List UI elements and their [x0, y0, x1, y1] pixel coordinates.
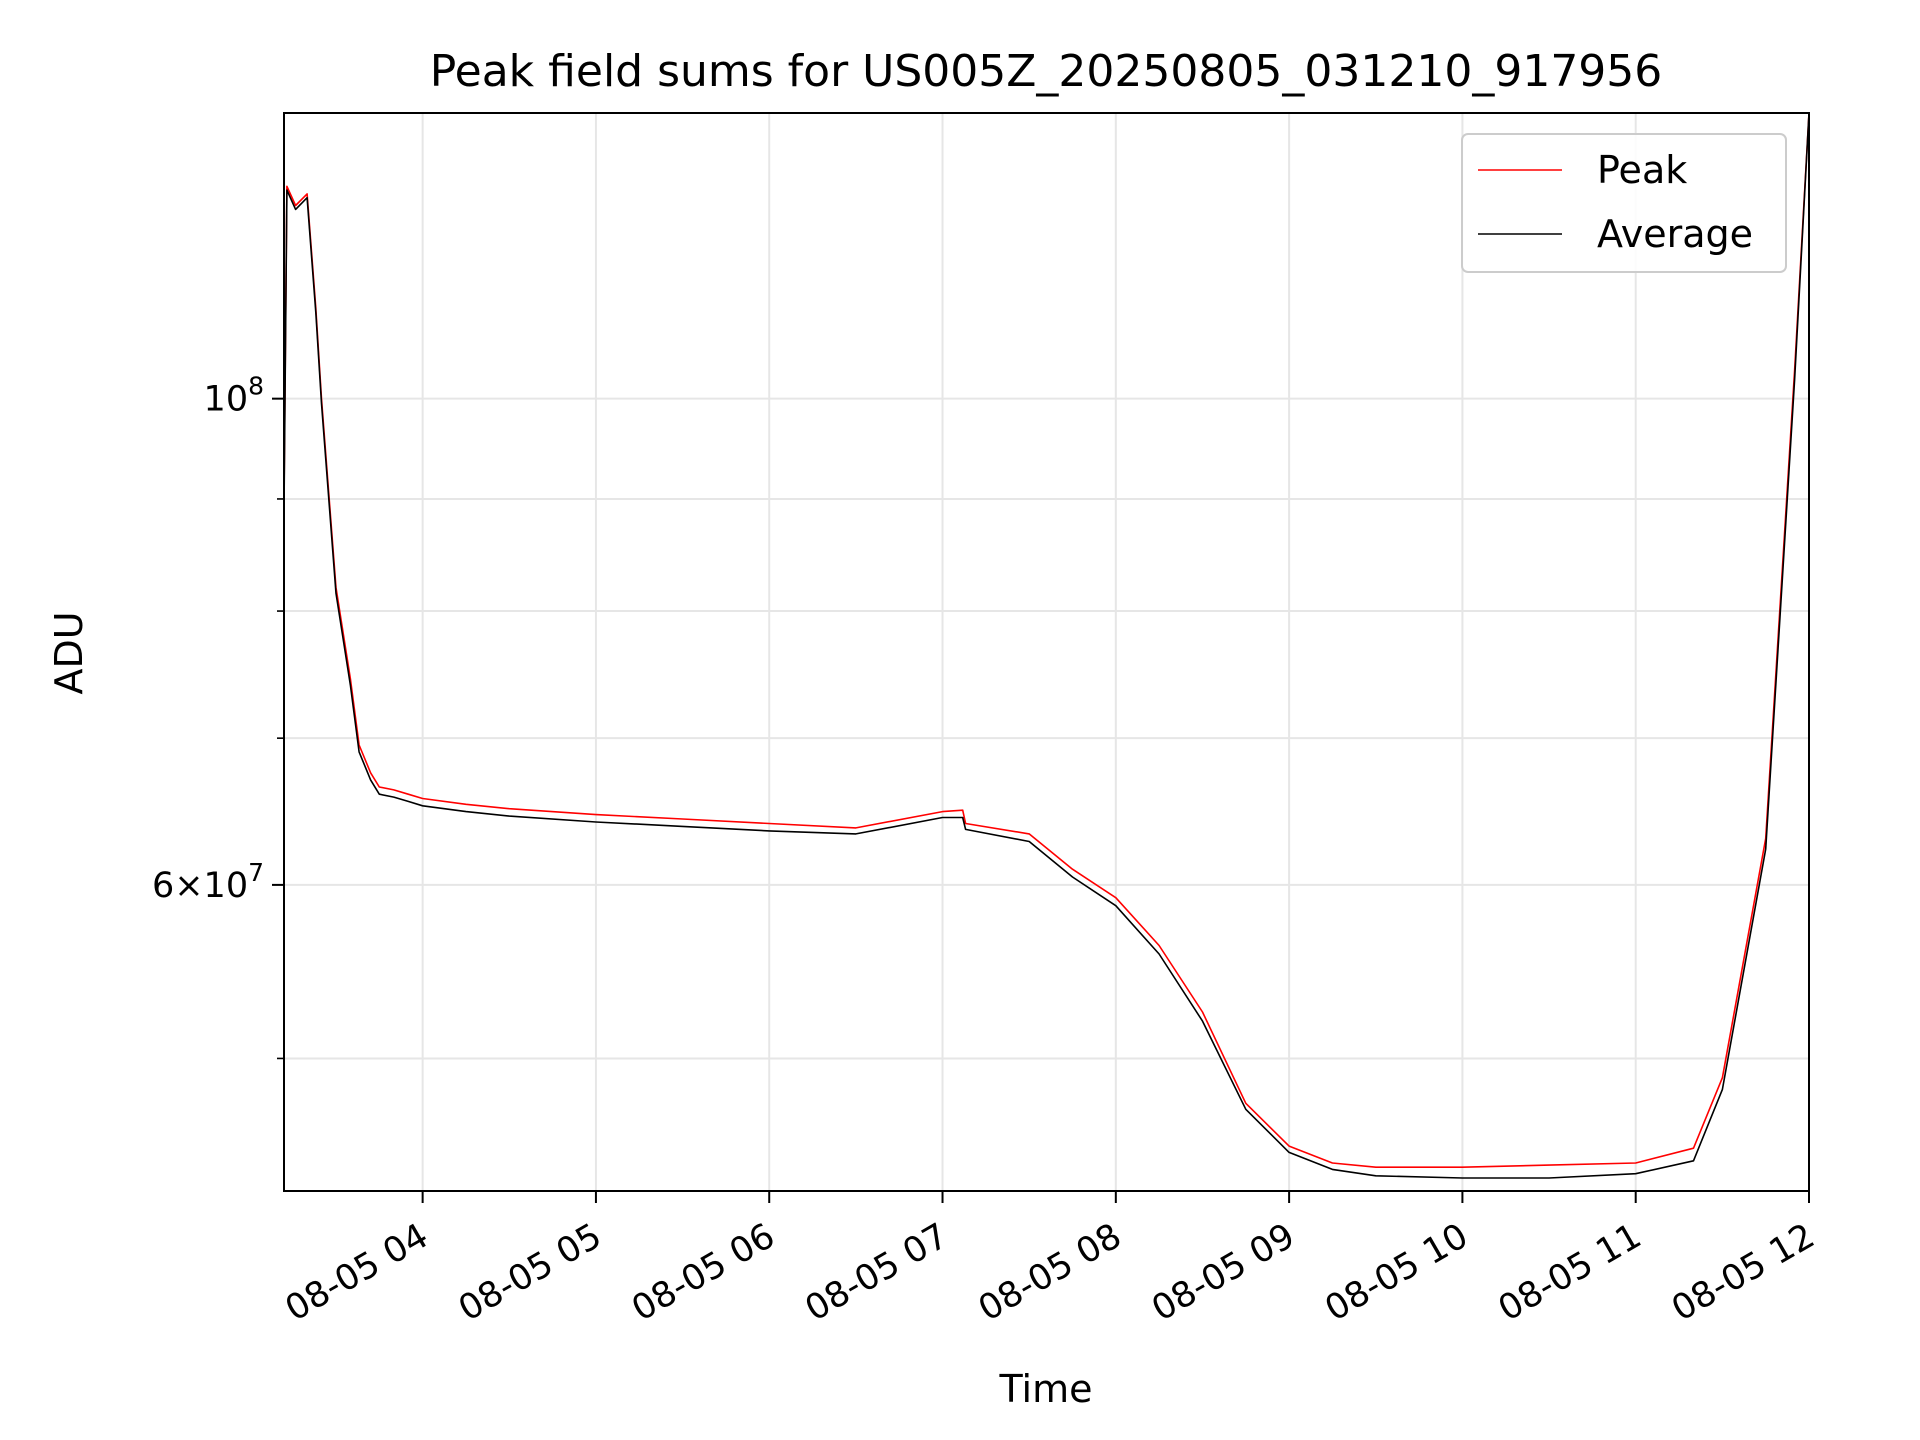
- y-tick-label: 108: [204, 372, 264, 420]
- series-layer: [284, 113, 1809, 1179]
- legend-label-average: Average: [1597, 212, 1753, 256]
- y-axis-label: ADU: [47, 611, 91, 694]
- series-line-average: [284, 113, 1809, 1179]
- legend-box: [1461, 133, 1787, 273]
- legend[interactable]: Peak Average: [1461, 133, 1787, 273]
- legend-label-peak: Peak: [1597, 148, 1687, 192]
- y-tick-label: 6×107: [152, 858, 264, 906]
- chart-title: Peak field sums for US005Z_20250805_0312…: [430, 46, 1663, 97]
- x-axis-label: Time: [999, 1367, 1093, 1411]
- y-axis: 108 6×107: [152, 372, 284, 1060]
- series-line-peak: [284, 113, 1809, 1168]
- plot-frame: [283, 112, 1810, 1192]
